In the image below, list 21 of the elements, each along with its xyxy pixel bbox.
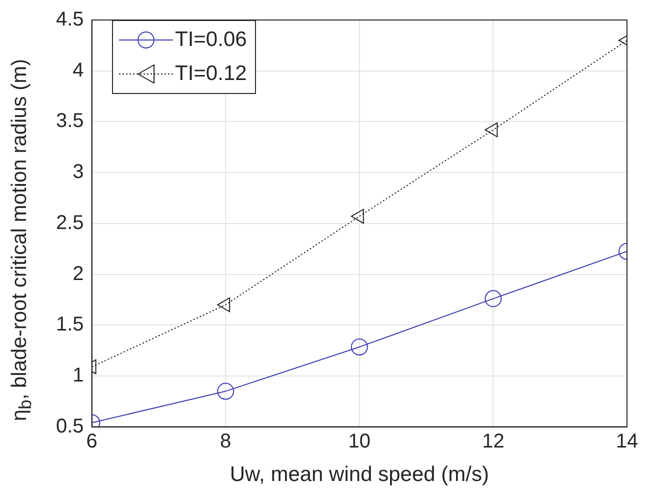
x-tick-label: 14: [616, 430, 638, 452]
point: [350, 208, 364, 224]
x-axis-title: Uw, mean wind speed (m/s): [230, 463, 489, 486]
y-tick-label: 2.5: [56, 212, 84, 234]
x-tick-label: 6: [86, 430, 98, 452]
point: [350, 338, 368, 356]
y-tick-label: 4.5: [56, 8, 84, 31]
x-tick-label: 12: [482, 430, 504, 452]
y-tick-label: 2: [72, 262, 84, 285]
legend-label: TI=0.12: [175, 62, 247, 86]
y-tick-label: 4: [72, 59, 84, 82]
y-tick-label: 1.5: [56, 314, 84, 336]
legend-label: TI=0.06: [175, 28, 247, 52]
y-tick-label: 3: [72, 161, 84, 184]
y-tick-label: 0.5: [56, 415, 84, 438]
y-tick-label: 1: [72, 364, 84, 386]
x-tick-label: 10: [348, 430, 371, 452]
point: [217, 382, 234, 400]
y-tick-label: 3.5: [56, 110, 84, 132]
point: [484, 122, 498, 138]
x-tick-label: 8: [220, 430, 232, 452]
